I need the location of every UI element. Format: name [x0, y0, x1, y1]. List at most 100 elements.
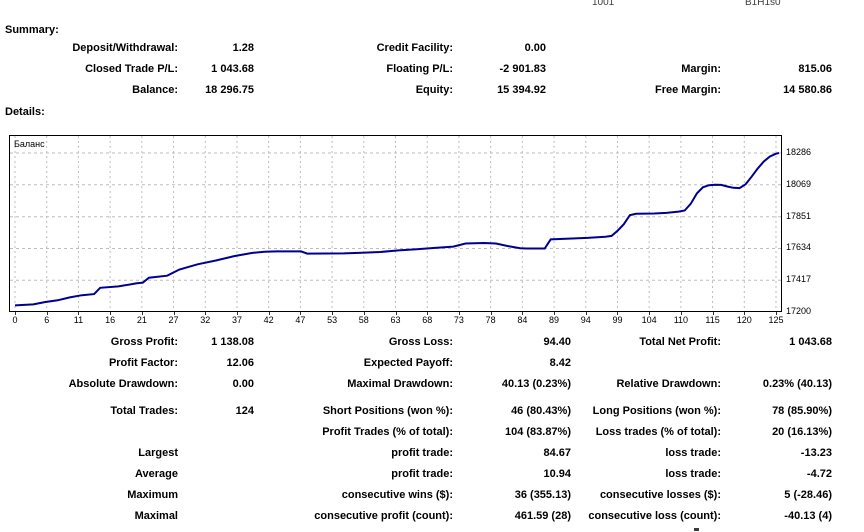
stat-value: 0.00: [524, 41, 546, 54]
x-axis-tick-mark: [395, 312, 397, 315]
table-row: Average profit trade: 10.94 loss trade: -4.7…: [0, 463, 864, 484]
table-row: Total Trades: 124 Short Positions (won %):…: [0, 400, 864, 421]
balance-chart: [9, 135, 782, 312]
stat-label: Long Positions (won %):: [592, 404, 721, 417]
stat-label: Loss trades (% of total):: [595, 425, 721, 438]
y-axis-tick-label: 18069: [786, 178, 812, 189]
x-axis-tick-label: 42: [263, 315, 274, 325]
stat-value: 40.13 (0.23%): [501, 377, 571, 390]
stat-label: Gross Profit:: [110, 335, 178, 348]
x-axis-tick-mark: [427, 312, 429, 315]
summary-table: Deposit/Withdrawal: 1.28 Credit Facility: 0…: [0, 37, 864, 100]
x-axis-tick-label: 47: [295, 315, 306, 325]
stat-value: 15 394.92: [497, 83, 546, 96]
stat-value: 78 (85.90%): [772, 404, 832, 417]
table-row: Profit Trades (% of total): 104 (83.87%) L…: [0, 421, 864, 442]
table-row: Largest profit trade: 84.67 loss trade: -13.…: [0, 442, 864, 463]
balance-series-line: [14, 152, 780, 307]
stat-value: 124: [235, 404, 254, 417]
y-axis-tick-label: 18286: [786, 147, 812, 157]
x-axis-tick-mark: [490, 312, 492, 315]
x-axis-tick-label: 21: [136, 315, 147, 325]
x-axis-tick-mark: [649, 312, 651, 315]
stat-label: Relative Drawdown:: [616, 377, 721, 390]
stat-label: Profit Factor:: [108, 356, 178, 369]
x-axis-tick-label: 99: [612, 315, 623, 325]
stat-label: profit trade:: [391, 467, 453, 480]
x-axis-tick-mark: [141, 312, 143, 315]
stat-label: Average: [134, 467, 178, 480]
stat-value: 0.00: [232, 377, 254, 390]
x-axis-tick-label: 84: [517, 315, 528, 325]
x-axis-tick-mark: [680, 312, 682, 315]
x-axis-tick-mark: [110, 312, 112, 315]
table-row: Profit Factor: 12.06 Expected Payoff: 8.42: [0, 352, 864, 373]
balance-curve-svg: [10, 136, 781, 311]
stat-label: Profit Trades (% of total):: [322, 425, 453, 438]
stat-label: Total Trades:: [110, 404, 178, 417]
stat-label: Closed Trade P/L:: [85, 62, 178, 75]
stat-label: Expected Payoff:: [363, 356, 453, 369]
stat-label: Floating P/L:: [386, 62, 453, 75]
stat-label: Equity:: [415, 83, 453, 96]
x-axis-tick-label: 125: [768, 315, 784, 325]
header-partial-account-number: 1001: [592, 0, 615, 8]
stat-value: 1 138.08: [211, 335, 254, 348]
x-axis-tick-label: 94: [580, 315, 591, 325]
stat-label: Gross Loss:: [388, 335, 453, 348]
x-axis-tick-mark: [744, 312, 746, 315]
x-axis-tick-mark: [173, 312, 175, 315]
x-axis-tick-mark: [617, 312, 619, 315]
x-axis-tick-label: 16: [105, 315, 116, 325]
stat-label: profit trade:: [391, 446, 453, 459]
stat-value: -40.13 (4): [784, 509, 832, 522]
table-row: Closed Trade P/L: 1 043.68 Floating P/L: -2…: [0, 58, 864, 79]
stat-label: consecutive profit (count):: [314, 509, 453, 522]
x-axis-tick-label: 6: [44, 315, 50, 325]
stat-label: Maximal: [134, 509, 178, 522]
table-row: Balance: 18 296.75 Equity: 15 394.92 Free Ma…: [0, 79, 864, 100]
stat-value: 0.23% (40.13): [762, 377, 832, 390]
stat-label: consecutive wins ($):: [341, 488, 453, 501]
x-axis-tick-label: 53: [327, 315, 338, 325]
x-axis-tick-label: 63: [390, 315, 401, 325]
stat-value: 1 043.68: [789, 335, 832, 348]
y-axis-tick-label: 17851: [786, 210, 812, 221]
x-axis-tick-label: 120: [736, 315, 752, 325]
stat-label: Maximum: [127, 488, 178, 501]
table-row: Deposit/Withdrawal: 1.28 Credit Facility: 0…: [0, 37, 864, 58]
x-axis-tick-mark: [585, 312, 587, 315]
stat-value: 10.94: [543, 467, 571, 480]
header-partial-symbol: B1H1s0: [745, 0, 781, 8]
x-axis-tick-label: 0: [12, 315, 18, 325]
stat-value: -2 901.83: [499, 62, 546, 75]
stat-label: consecutive losses ($):: [599, 488, 721, 501]
x-axis-tick-label: 32: [200, 315, 211, 325]
table-row: Maximum consecutive wins ($): 36 (355.13) c…: [0, 484, 864, 505]
x-axis-tick-label: 11: [73, 315, 84, 325]
stat-label: Margin:: [681, 62, 721, 75]
stat-value: 18 296.75: [205, 83, 254, 96]
x-axis-tick-mark: [776, 312, 777, 315]
balance-chart-legend-label: Баланс: [14, 139, 45, 149]
stat-value: 8.42: [549, 356, 571, 369]
y-axis-tick-label: 17417: [786, 274, 812, 285]
x-axis-tick-label: 68: [422, 315, 433, 325]
stat-value: 20 (16.13%): [772, 425, 832, 438]
stat-value: 1.28: [232, 41, 254, 54]
table-row: Absolute Drawdown: 0.00 Maximal Drawdown: 4…: [0, 373, 864, 394]
stat-value: 12.06: [226, 356, 254, 369]
stat-label: loss trade:: [665, 467, 721, 480]
x-axis-tick-label: 37: [231, 315, 242, 325]
stat-value: 815.06: [798, 62, 832, 75]
x-axis-tick-label: 78: [485, 315, 496, 325]
x-axis-tick-mark: [300, 312, 302, 315]
x-axis-tick-mark: [554, 312, 556, 315]
stat-value: 104 (83.87%): [504, 425, 571, 438]
table-row: Maximal consecutive profit (count): 461.59…: [0, 505, 864, 526]
x-axis-tick-mark: [46, 312, 48, 315]
stat-label: Largest: [138, 446, 178, 459]
stat-value: 46 (80.43%): [511, 404, 571, 417]
x-axis-tick-label: 73: [453, 315, 464, 325]
